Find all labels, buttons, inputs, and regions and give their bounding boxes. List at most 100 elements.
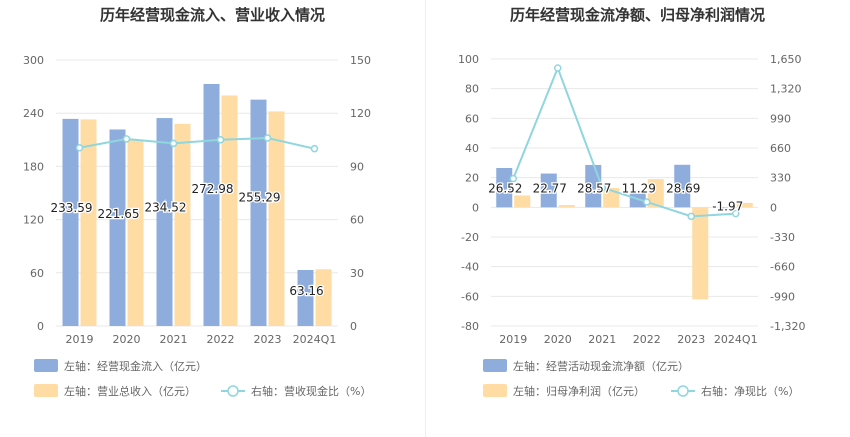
bar-secondary bbox=[221, 95, 238, 326]
bar-secondary bbox=[736, 202, 753, 208]
bar-primary bbox=[109, 129, 126, 326]
left-axis-tick-label: 100 bbox=[458, 53, 479, 66]
data-label: 28.69 bbox=[666, 181, 700, 195]
bar-secondary bbox=[558, 205, 575, 208]
data-label: 255.29 bbox=[239, 191, 281, 205]
left-axis-tick-label: -60 bbox=[461, 290, 479, 303]
bar-secondary bbox=[603, 188, 620, 208]
data-label: -1.97 bbox=[712, 199, 743, 213]
line-point bbox=[554, 64, 562, 72]
line-point bbox=[310, 144, 319, 153]
data-label: 272.98 bbox=[192, 182, 234, 196]
data-label: 233.59 bbox=[51, 201, 93, 215]
line-point bbox=[75, 144, 84, 152]
x-axis-tick-label: 2022 bbox=[207, 333, 235, 346]
chart-svg: 0 0 60 30 120 60 180 90 240 120 300 150 2019 2020 2021… bbox=[23, 54, 371, 398]
legend-swatch bbox=[227, 385, 239, 397]
x-axis-tick-label: 2020 bbox=[544, 333, 572, 346]
x-axis-tick-label: 2023 bbox=[677, 333, 705, 346]
x-axis-tick-label: 2019 bbox=[66, 333, 94, 346]
x-axis-tick-label: 2024Q1 bbox=[293, 333, 337, 346]
legend-swatch bbox=[34, 359, 58, 372]
data-label: 63.16 bbox=[289, 284, 323, 298]
bar-secondary bbox=[80, 119, 97, 326]
line-point bbox=[598, 183, 606, 192]
data-label: 28.57 bbox=[577, 181, 611, 195]
x-axis-tick-label: 2023 bbox=[254, 333, 282, 346]
legend-label: 左轴：经营活动现金流净额（亿元） bbox=[513, 359, 689, 373]
line-point bbox=[122, 135, 131, 143]
bar-primary bbox=[297, 269, 314, 326]
bar-secondary bbox=[514, 195, 531, 208]
right-axis-tick-label: 0 bbox=[350, 320, 357, 333]
chart-title: 历年经营现金流入、营业收入情况 bbox=[99, 6, 325, 24]
right-axis-tick-label: 90 bbox=[350, 160, 364, 173]
left-axis-tick-label: 60 bbox=[30, 267, 44, 280]
x-axis-tick-label: 2024Q1 bbox=[714, 333, 758, 346]
left-axis-tick-label: 240 bbox=[23, 107, 44, 120]
legend-label: 右轴：营收现金比（%） bbox=[251, 384, 371, 398]
bar-primary bbox=[203, 83, 220, 326]
left-axis-tick-label: 40 bbox=[465, 142, 479, 155]
right-axis-tick-label: 1,320 bbox=[770, 83, 802, 96]
bar-primary bbox=[540, 173, 557, 208]
line-point bbox=[263, 134, 272, 142]
left-axis-tick-label: -80 bbox=[461, 320, 479, 333]
left-axis-tick-label: 60 bbox=[465, 112, 479, 125]
data-label: 234.52 bbox=[145, 201, 187, 215]
legend-label: 右轴：净现比（%） bbox=[701, 384, 799, 398]
data-label: 11.29 bbox=[622, 181, 656, 195]
x-axis-tick-label: 2020 bbox=[113, 333, 141, 346]
bar-secondary bbox=[268, 111, 285, 326]
bar-secondary bbox=[127, 139, 144, 326]
right-axis-tick-label: 660 bbox=[770, 142, 791, 155]
legend-swatch bbox=[677, 385, 689, 397]
left-axis-tick-label: 80 bbox=[465, 83, 479, 96]
left-axis-tick-label: 120 bbox=[23, 214, 44, 227]
line-point bbox=[732, 209, 740, 218]
x-axis-tick-label: 2022 bbox=[633, 333, 661, 346]
right-axis-tick-label: 120 bbox=[350, 107, 371, 120]
data-label: 221.65 bbox=[98, 207, 140, 221]
bar-primary bbox=[674, 164, 691, 208]
left-axis-tick-label: 180 bbox=[23, 160, 44, 173]
data-label: 22.77 bbox=[533, 181, 567, 195]
right-axis-tick-label: 990 bbox=[770, 112, 791, 125]
bar-secondary bbox=[174, 123, 191, 326]
legend-swatch bbox=[34, 384, 58, 397]
left-axis-tick-label: 300 bbox=[23, 54, 44, 67]
left-axis-tick-label: 20 bbox=[465, 172, 479, 185]
line-point bbox=[687, 212, 695, 221]
bar-primary bbox=[62, 118, 79, 326]
legend-label: 左轴：归母净利润（亿元） bbox=[513, 384, 645, 398]
right-axis-tick-label: 60 bbox=[350, 214, 364, 227]
legend-swatch bbox=[483, 384, 507, 397]
chart-title: 历年经营现金流净额、归母净利润情况 bbox=[509, 6, 765, 24]
right-axis-tick-label: -330 bbox=[770, 231, 795, 244]
x-axis-tick-label: 2021 bbox=[588, 333, 616, 346]
bar-primary bbox=[496, 167, 513, 208]
line-series bbox=[79, 137, 315, 150]
bar-secondary bbox=[692, 207, 709, 300]
line-point bbox=[169, 139, 178, 148]
legend-label: 左轴：营业总收入（亿元） bbox=[64, 384, 196, 398]
bar-secondary bbox=[647, 179, 664, 208]
left-axis-tick-label: 0 bbox=[37, 320, 44, 333]
chart-panel-right: 历年经营现金流净额、归母净利润情况 -80 -1,320 -60 -990 -40 -66… bbox=[425, 0, 850, 437]
right-axis-tick-label: 0 bbox=[770, 201, 777, 214]
bar-primary bbox=[156, 118, 173, 327]
x-axis-tick-label: 2021 bbox=[160, 333, 188, 346]
right-axis-tick-label: 330 bbox=[770, 172, 791, 185]
legend-swatch bbox=[483, 359, 507, 372]
line-point bbox=[509, 174, 517, 183]
bar-primary bbox=[250, 99, 267, 326]
left-axis-tick-label: 0 bbox=[472, 201, 479, 214]
line-series bbox=[512, 65, 736, 218]
x-axis-tick-label: 2019 bbox=[499, 333, 527, 346]
right-axis-tick-label: -990 bbox=[770, 290, 795, 303]
legend-label: 左轴：经营现金流入（亿元） bbox=[64, 359, 207, 373]
panel-divider bbox=[425, 0, 426, 437]
right-axis-tick-label: 1,650 bbox=[770, 53, 802, 66]
line-point bbox=[216, 136, 225, 144]
right-axis-tick-label: 30 bbox=[350, 267, 364, 280]
